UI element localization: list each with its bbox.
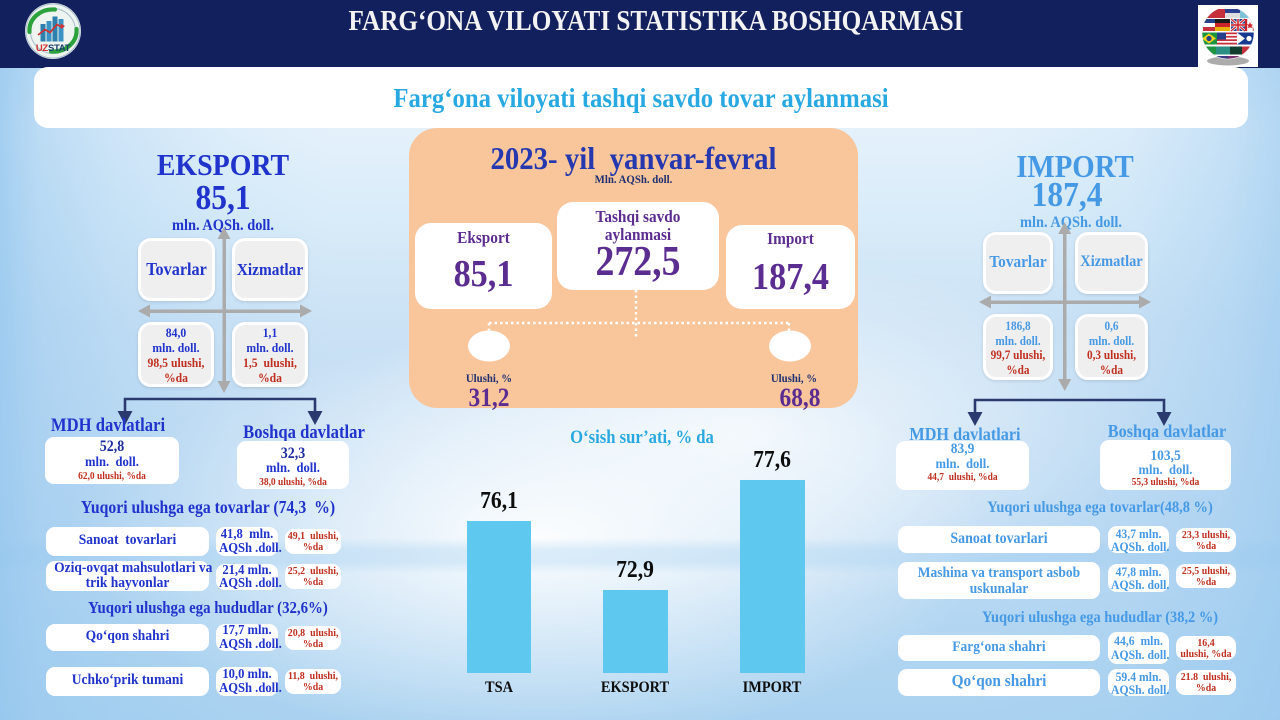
svg-text:UZSTAT: UZSTAT [36, 43, 71, 54]
